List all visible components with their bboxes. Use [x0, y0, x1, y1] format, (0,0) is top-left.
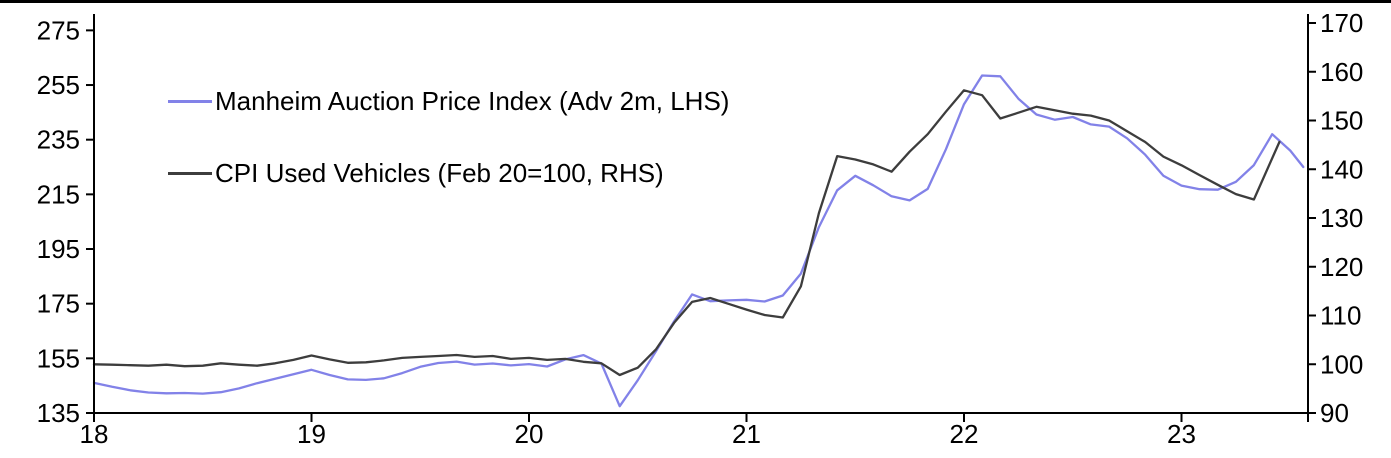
- x-axis-tick-label: 19: [297, 419, 326, 449]
- cpi-line: [92, 89, 1281, 377]
- left-axis-tick-label: 235: [37, 125, 80, 155]
- left-axis-tick-label: 275: [37, 15, 80, 45]
- right-axis-tick-label: 150: [1320, 106, 1363, 136]
- right-axis-tick-label: 160: [1320, 57, 1363, 87]
- left-axis-tick-label: 215: [37, 179, 80, 209]
- x-axis-tick-label: 21: [732, 419, 761, 449]
- legend-item-cpi: CPI Used Vehicles (Feb 20=100, RHS): [168, 157, 729, 188]
- cpi-legend-label: CPI Used Vehicles (Feb 20=100, RHS): [215, 157, 664, 188]
- right-axis-tick-label: 130: [1320, 203, 1363, 233]
- left-axis-tick-label: 195: [37, 234, 80, 264]
- right-axis-tick-label: 120: [1320, 252, 1363, 282]
- left-axis-tick-label: 255: [37, 70, 80, 100]
- right-axis-tick-label: 90: [1320, 398, 1349, 428]
- x-axis-tick-label: 18: [80, 419, 109, 449]
- legend-item-manheim: Manheim Auction Price Index (Adv 2m, LHS…: [168, 85, 730, 116]
- right-axis-tick-label: 110: [1320, 301, 1361, 331]
- top-border: [0, 0, 1391, 3]
- x-axis-tick-label: 22: [950, 419, 979, 449]
- left-axis-tick-label: 135: [37, 398, 80, 428]
- cpi-legend-swatch: [168, 171, 212, 175]
- manheim-legend-swatch: [168, 99, 212, 103]
- manheim-line: [92, 74, 1305, 408]
- x-axis-tick-label: 20: [515, 419, 544, 449]
- x-axis-tick-label: 23: [1167, 419, 1196, 449]
- right-axis-tick-label: 140: [1320, 154, 1363, 184]
- right-axis-tick-label: 100: [1320, 349, 1363, 379]
- left-axis-tick-label: 175: [37, 289, 80, 319]
- legend: Manheim Auction Price Index (Adv 2m, LHS…: [168, 85, 730, 188]
- manheim-legend-label: Manheim Auction Price Index (Adv 2m, LHS…: [215, 85, 730, 116]
- left-axis-tick-label: 155: [37, 343, 80, 373]
- right-axis-tick-label: 170: [1320, 8, 1363, 38]
